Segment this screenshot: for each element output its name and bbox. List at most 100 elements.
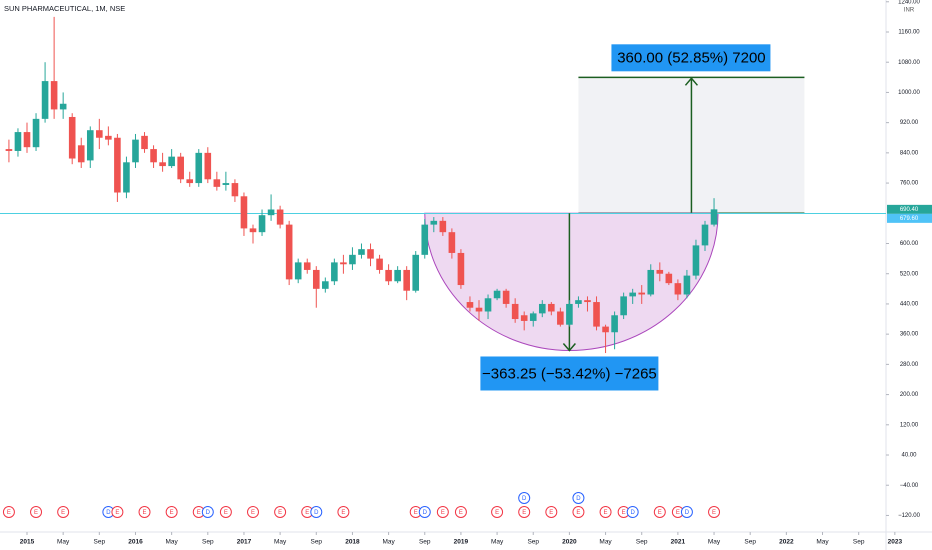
event-label: E bbox=[576, 510, 580, 516]
price-label-box bbox=[887, 204, 932, 214]
candle-body bbox=[511, 303, 519, 320]
y-tick-label: 760.00 bbox=[900, 181, 919, 187]
candle-body bbox=[68, 116, 76, 159]
long-label: 360.00 (52.85%) 7200 bbox=[617, 49, 765, 66]
candle-body bbox=[276, 209, 284, 225]
candle-body bbox=[141, 135, 148, 150]
candle-body bbox=[548, 303, 555, 312]
event-marker bbox=[491, 506, 504, 518]
x-tick-label: Sep bbox=[94, 539, 106, 546]
candle-body bbox=[23, 132, 31, 148]
event-label: D bbox=[576, 496, 581, 502]
event-marker bbox=[708, 506, 721, 518]
candle-body bbox=[294, 262, 302, 280]
y-tick-label: 200.00 bbox=[900, 392, 919, 398]
y-tick-label: −40.00 bbox=[900, 483, 919, 489]
event-label: E bbox=[495, 510, 499, 516]
x-tick-label: 2018 bbox=[345, 539, 360, 546]
candle-body bbox=[213, 179, 221, 187]
x-tick-label: May bbox=[274, 539, 287, 546]
x-tick-label: May bbox=[816, 539, 829, 546]
candle-body bbox=[204, 152, 212, 180]
candles bbox=[5, 16, 718, 354]
symbol-title: SUN PHARMACEUTICAL, 1M, NSE bbox=[4, 4, 125, 13]
x-tick-label: Sep bbox=[853, 539, 865, 546]
candle-body bbox=[575, 300, 582, 304]
drawings: 360.00 (52.85%) 7200 −363.25 (−53.42%) −7… bbox=[0, 44, 886, 391]
event-marker bbox=[337, 506, 350, 518]
long-label-box bbox=[611, 44, 771, 72]
x-tick-label: Sep bbox=[419, 539, 431, 546]
event-marker bbox=[274, 506, 287, 518]
candle-body bbox=[32, 118, 40, 148]
x-tick-label: Sep bbox=[636, 539, 648, 546]
event-marker bbox=[518, 492, 531, 504]
event-marker bbox=[30, 506, 43, 518]
x-tick-label: Sep bbox=[202, 539, 214, 546]
candle-body bbox=[258, 215, 266, 233]
y-tick-label: 1000.00 bbox=[898, 90, 920, 96]
x-tick-label: 2017 bbox=[237, 539, 252, 546]
candle-body bbox=[475, 307, 483, 312]
candle-body bbox=[312, 269, 320, 289]
event-label: E bbox=[305, 510, 309, 516]
candle-body bbox=[322, 281, 329, 289]
candle-body bbox=[195, 152, 203, 184]
y-tick-label: 1080.00 bbox=[898, 60, 920, 66]
price-unit: INR bbox=[904, 8, 915, 14]
x-tick-label: 2016 bbox=[128, 539, 143, 546]
candle-body bbox=[692, 245, 700, 276]
candle-body bbox=[665, 273, 673, 284]
y-tick-label: 280.00 bbox=[900, 362, 919, 368]
y-tick-label: 440.00 bbox=[900, 302, 919, 308]
event-label: E bbox=[7, 510, 11, 516]
candle-body bbox=[186, 179, 194, 184]
candle-body bbox=[50, 81, 58, 110]
event-label: E bbox=[34, 510, 38, 516]
candle-body bbox=[430, 220, 438, 225]
event-label: D bbox=[522, 496, 527, 502]
x-tick-label: May bbox=[708, 539, 721, 546]
candle-body bbox=[86, 130, 94, 161]
event-label: E bbox=[224, 510, 228, 516]
y-tick-label: 360.00 bbox=[900, 332, 919, 338]
candle-body bbox=[593, 302, 600, 327]
event-marker bbox=[418, 506, 431, 518]
candle-body bbox=[77, 145, 85, 163]
candle-body bbox=[105, 135, 112, 140]
event-label: D bbox=[106, 510, 111, 516]
candle-body bbox=[168, 156, 175, 167]
event-label: E bbox=[197, 510, 201, 516]
candle-body bbox=[647, 269, 655, 295]
event-marker bbox=[201, 506, 214, 518]
candle-body bbox=[367, 249, 374, 259]
event-label: E bbox=[341, 510, 345, 516]
event-label: E bbox=[61, 510, 65, 516]
candle-body bbox=[620, 296, 627, 316]
event-marker bbox=[454, 506, 467, 518]
price-label-box bbox=[887, 213, 932, 223]
candle-body bbox=[349, 254, 356, 265]
candle-body bbox=[59, 103, 67, 110]
y-tick-label: 840.00 bbox=[900, 150, 919, 156]
candle-body bbox=[376, 258, 383, 270]
candle-body bbox=[358, 249, 365, 255]
candle-body bbox=[448, 232, 456, 253]
x-tick-label: May bbox=[382, 539, 395, 546]
candle-body bbox=[340, 262, 347, 265]
candle-body bbox=[150, 149, 157, 163]
y-tick-label: 600.00 bbox=[900, 241, 919, 247]
short-label: −363.25 (−53.42%) −7265 bbox=[482, 365, 657, 382]
candle-body bbox=[132, 139, 139, 163]
event-label: E bbox=[414, 510, 418, 516]
candle-body bbox=[674, 283, 682, 295]
event-marker bbox=[599, 506, 612, 518]
x-tick-label: Sep bbox=[527, 539, 539, 546]
y-tick-label: 120.00 bbox=[900, 422, 919, 428]
candle-body bbox=[656, 269, 664, 274]
candle-body bbox=[466, 302, 474, 308]
candle-body bbox=[159, 162, 166, 167]
x-tick-label: 2022 bbox=[779, 539, 794, 546]
event-marker bbox=[57, 506, 70, 518]
event-label: D bbox=[314, 510, 319, 516]
